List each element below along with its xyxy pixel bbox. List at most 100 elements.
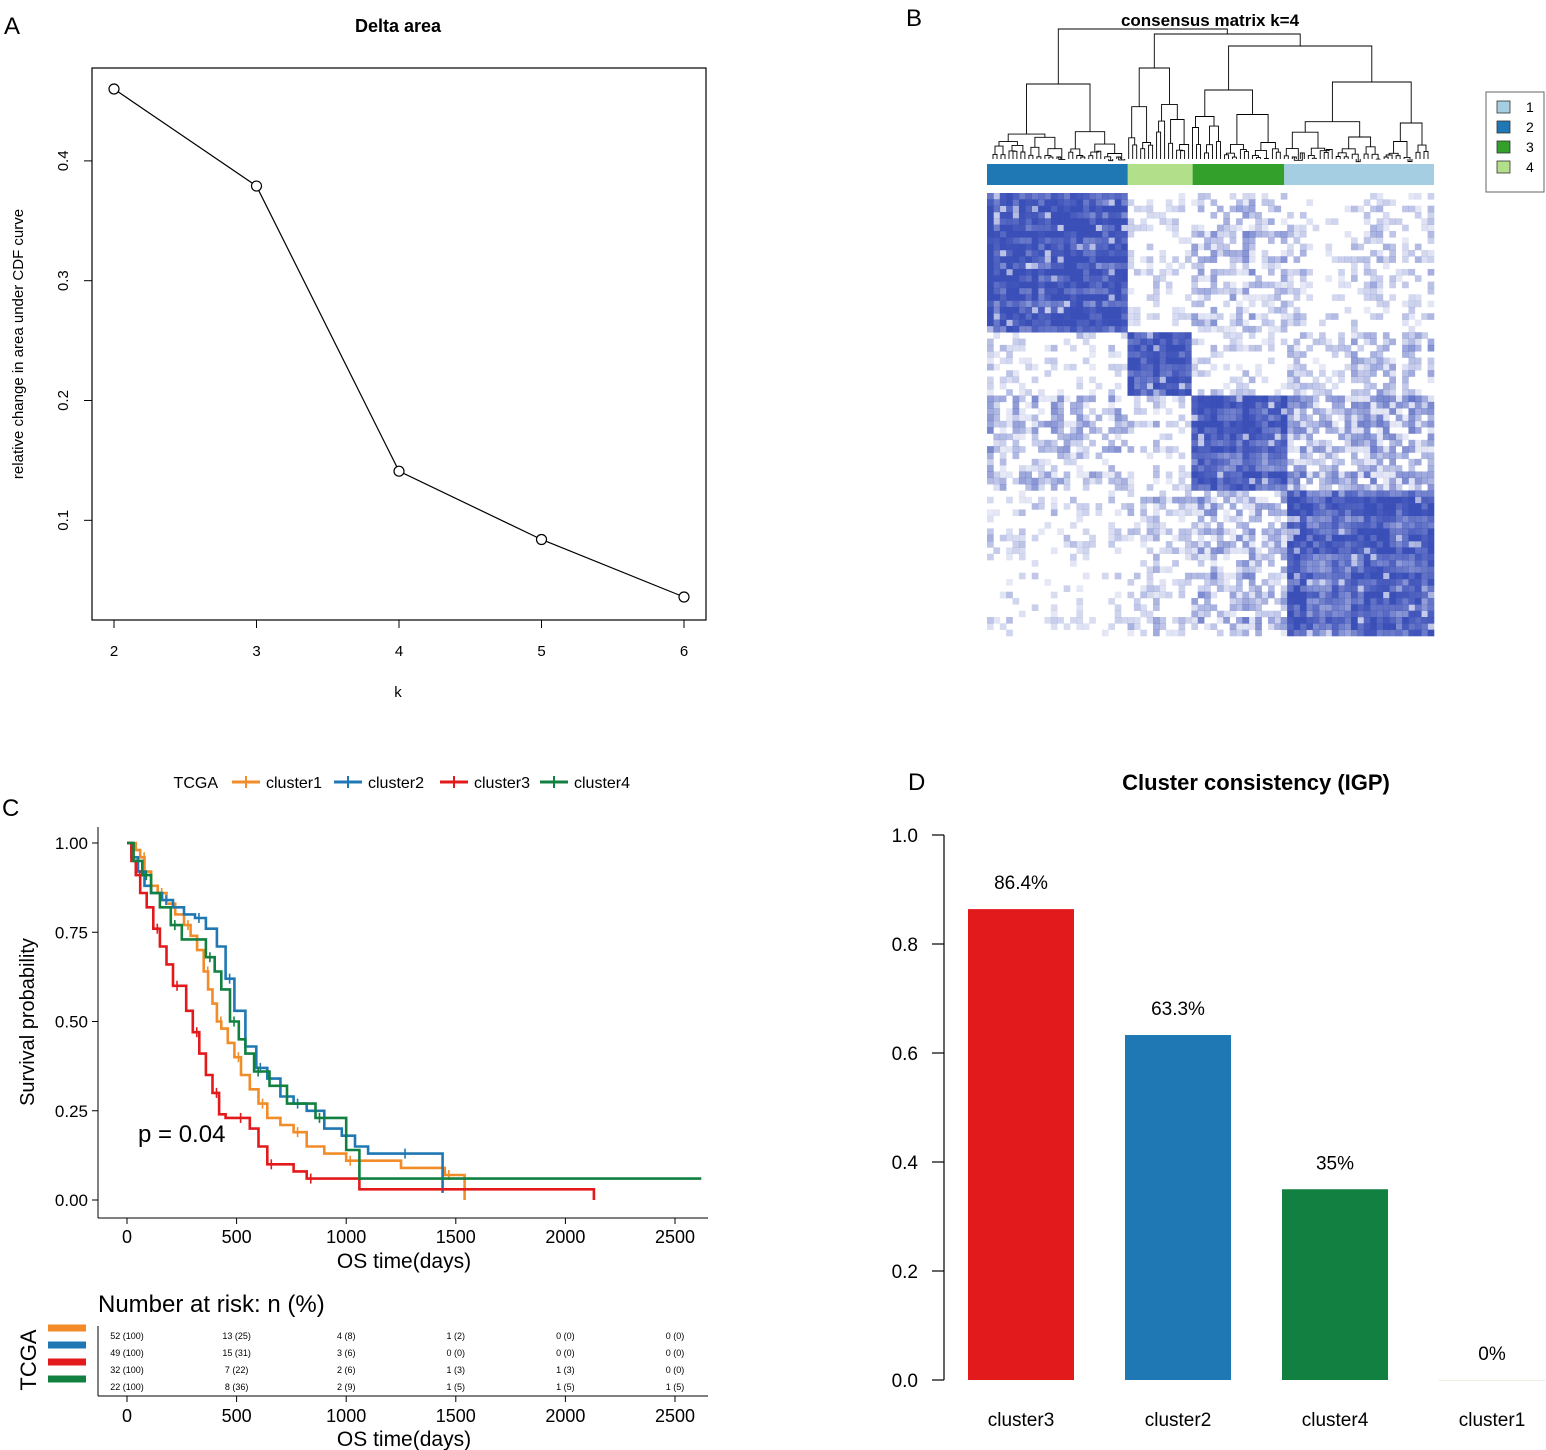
heatmap-cell xyxy=(1357,503,1365,510)
igp-category-label: cluster3 xyxy=(988,1410,1055,1431)
heatmap-cell xyxy=(1229,237,1237,244)
heatmap-cell xyxy=(1382,395,1390,403)
heatmap-cell xyxy=(1350,591,1358,599)
heatmap-cell xyxy=(1114,446,1122,453)
heatmap-cell xyxy=(1274,414,1282,422)
heatmap-cell xyxy=(1114,351,1122,358)
heatmap-cell xyxy=(1018,509,1026,517)
heatmap-cell xyxy=(1070,427,1077,434)
delta-area-xtick-label: 3 xyxy=(252,643,260,660)
igp-category-label: cluster4 xyxy=(1302,1410,1369,1431)
heatmap-cell xyxy=(1121,218,1128,225)
heatmap-cell xyxy=(1389,376,1396,384)
heatmap-cell xyxy=(1082,503,1090,510)
heatmap-cell xyxy=(1255,484,1262,491)
heatmap-cell xyxy=(1050,325,1058,333)
heatmap-cell xyxy=(1331,534,1339,542)
heatmap-cell xyxy=(1319,414,1326,422)
heatmap-cell xyxy=(1095,230,1103,238)
heatmap-cell xyxy=(1382,604,1390,611)
heatmap-cell xyxy=(1121,205,1128,213)
heatmap-cell xyxy=(1402,281,1409,289)
heatmap-cell xyxy=(1229,585,1237,592)
heatmap-cell xyxy=(1121,363,1128,371)
heatmap-cell xyxy=(1223,268,1230,276)
heatmap-cell xyxy=(993,420,1001,428)
heatmap-cell xyxy=(1376,560,1384,567)
heatmap-cell xyxy=(1248,268,1256,276)
dendrogram-branch xyxy=(1239,149,1247,159)
heatmap-cell xyxy=(1274,458,1282,466)
heatmap-cell xyxy=(1172,351,1179,358)
heatmap-cell xyxy=(999,193,1007,200)
heatmap-cell xyxy=(1376,572,1384,580)
heatmap-cell xyxy=(1236,376,1243,384)
heatmap-cell xyxy=(1357,465,1365,472)
heatmap-cell xyxy=(1025,193,1032,200)
heatmap-cell xyxy=(1402,522,1409,529)
heatmap-cell xyxy=(1044,458,1052,466)
heatmap-cell xyxy=(1370,281,1377,289)
heatmap-cell xyxy=(1357,591,1365,599)
heatmap-cell xyxy=(1261,199,1269,206)
heatmap-cell xyxy=(1370,623,1377,630)
heatmap-cell xyxy=(1357,572,1365,580)
heatmap-cell xyxy=(1376,452,1384,460)
heatmap-cell xyxy=(1338,370,1345,377)
heatmap-cell xyxy=(1095,193,1103,200)
heatmap-cell xyxy=(1382,363,1390,371)
heatmap-cell xyxy=(1382,541,1390,548)
heatmap-cell xyxy=(1165,224,1173,232)
heatmap-cell xyxy=(1012,230,1020,238)
heatmap-cell xyxy=(1248,230,1256,238)
heatmap-cell xyxy=(1350,604,1358,611)
delta-area-ytick-label: 0.1 xyxy=(55,510,72,531)
heatmap-cell xyxy=(1280,446,1288,453)
heatmap-cell xyxy=(1229,287,1237,295)
heatmap-cell xyxy=(1223,433,1230,441)
heatmap-cell xyxy=(987,294,994,301)
risk-table-xtick-label: 1500 xyxy=(436,1406,476,1426)
heatmap-cell xyxy=(1229,376,1237,384)
heatmap-cell xyxy=(1363,553,1371,561)
heatmap-cell xyxy=(1363,376,1371,384)
heatmap-cell xyxy=(1306,579,1313,586)
km-legend-label: cluster3 xyxy=(474,775,530,792)
heatmap-cell xyxy=(1312,389,1320,396)
heatmap-cell xyxy=(1389,465,1396,472)
heatmap-cell xyxy=(1197,496,1205,504)
heatmap-cell xyxy=(1165,408,1173,415)
heatmap-cell xyxy=(1389,553,1396,561)
heatmap-cell xyxy=(1216,446,1224,453)
heatmap-cell xyxy=(1191,319,1199,327)
heatmap-cell xyxy=(1114,547,1122,555)
heatmap-cell xyxy=(1210,509,1218,517)
heatmap-cell xyxy=(1101,237,1109,244)
heatmap-cell xyxy=(1204,319,1211,327)
heatmap-cell xyxy=(1178,237,1186,244)
heatmap-cell xyxy=(1293,446,1301,453)
heatmap-cell xyxy=(1223,541,1230,548)
dendrogram-branch xyxy=(1131,106,1148,143)
heatmap-cell xyxy=(1408,313,1416,320)
heatmap-cell xyxy=(1267,439,1275,447)
heatmap-cell xyxy=(1050,256,1058,263)
heatmap-cell xyxy=(1344,490,1352,498)
heatmap-cell xyxy=(1236,585,1243,592)
heatmap-cell xyxy=(1089,199,1096,206)
heatmap-cell xyxy=(993,484,1001,491)
heatmap-cell xyxy=(1146,224,1154,232)
heatmap-cell xyxy=(1408,332,1416,339)
heatmap-cell xyxy=(1089,193,1096,200)
heatmap-cell xyxy=(1382,382,1390,390)
heatmap-cell xyxy=(1376,629,1384,637)
heatmap-cell xyxy=(1165,363,1173,371)
heatmap-cell xyxy=(1197,205,1205,213)
heatmap-cell xyxy=(987,623,994,630)
heatmap-cell xyxy=(1197,224,1205,232)
heatmap-cell xyxy=(1414,629,1422,637)
heatmap-cell xyxy=(1363,452,1371,460)
heatmap-cell xyxy=(1204,313,1211,320)
heatmap-cell xyxy=(1414,566,1422,574)
heatmap-cell xyxy=(1408,427,1416,434)
